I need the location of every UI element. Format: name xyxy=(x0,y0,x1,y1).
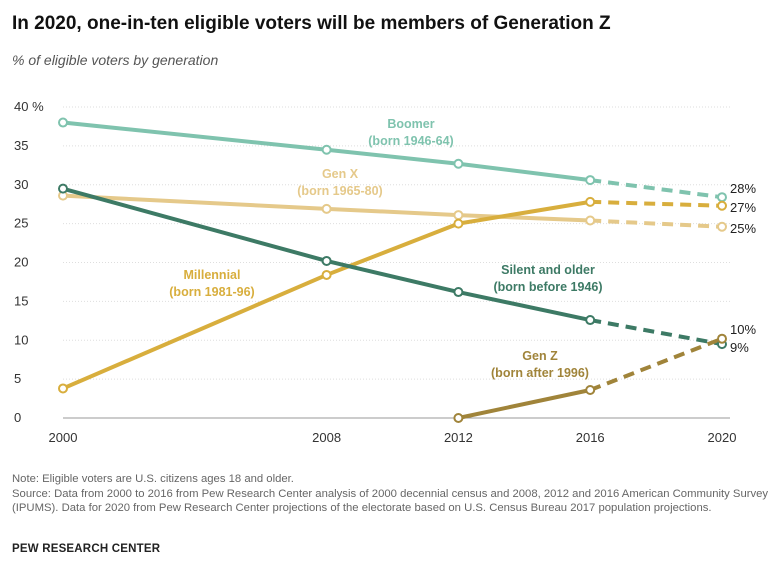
series-labels: Boomer (born 1946-64) 28% Gen X (born 1965-8… xyxy=(169,117,756,380)
x-tick-label: 2008 xyxy=(312,430,341,445)
data-point-millennial xyxy=(585,196,596,207)
data-point-silent xyxy=(321,255,332,266)
series-label-line: (born 1965-80) xyxy=(297,184,382,198)
series-projection-boomer xyxy=(589,178,723,200)
data-point-genz xyxy=(453,413,464,423)
series-projection-millennial xyxy=(590,199,723,208)
gridlines xyxy=(63,106,730,419)
x-tick-label: 2012 xyxy=(444,430,473,445)
chart-title: In 2020, one-in-ten eligible voters will… xyxy=(12,13,611,34)
y-tick-label: 25 xyxy=(14,216,28,231)
data-point-boomer xyxy=(321,144,332,155)
series-label-line: Millennial xyxy=(184,268,241,282)
data-point-genx xyxy=(321,203,332,214)
series-label-line: (born after 1996) xyxy=(491,366,589,380)
data-point-boomer xyxy=(453,158,464,169)
data-point-genz xyxy=(585,385,596,396)
data-point-millennial xyxy=(717,200,727,211)
series-label-line: (born 1946-64) xyxy=(368,134,453,148)
credit: PEW RESEARCH CENTER xyxy=(12,543,161,555)
x-tick-label: 2000 xyxy=(49,430,78,445)
series-projection-silent xyxy=(589,318,723,347)
y-tick-label: 30 xyxy=(14,177,28,192)
end-value-label-genx: 25% xyxy=(730,221,756,236)
series-label-line: Boomer xyxy=(387,117,434,131)
y-tick-label: 15 xyxy=(14,293,28,308)
data-point-genz xyxy=(717,333,727,344)
notes: Note: Eligible voters are U.S. citizens … xyxy=(12,472,772,516)
series-lines xyxy=(61,120,723,420)
series-label-silent: Silent and older (born before 1946) xyxy=(493,263,602,294)
series-label-line: (born 1981-96) xyxy=(169,285,254,299)
source-text: Source: Data from 2000 to 2016 from Pew … xyxy=(12,487,769,515)
series-line-genz xyxy=(456,388,593,420)
y-tick-label: 10 xyxy=(14,332,28,347)
end-value-label-silent: 9% xyxy=(730,340,749,355)
data-point-genx xyxy=(585,215,596,226)
data-point-boomer xyxy=(58,117,68,128)
data-point-millennial xyxy=(453,218,464,229)
note-text: Note: Eligible voters are U.S. citizens … xyxy=(12,473,294,485)
series-label-line: Gen Z xyxy=(522,349,558,363)
series-projection-genz xyxy=(589,336,723,392)
y-tick-label: 40 % xyxy=(14,99,44,114)
end-value-label-genz: 10% xyxy=(730,322,756,337)
series-line-boomer xyxy=(61,120,593,183)
data-point-millennial xyxy=(58,383,68,394)
series-projection-genx xyxy=(590,218,723,229)
end-value-label-boomer: 28% xyxy=(730,181,756,196)
y-tick-label: 20 xyxy=(14,255,28,270)
y-tick-label: 0 xyxy=(14,410,21,425)
series-label-boomer: Boomer (born 1946-64) xyxy=(368,117,453,148)
data-point-silent xyxy=(58,183,68,194)
series-line-silent xyxy=(61,186,593,323)
data-point-silent xyxy=(453,287,464,298)
y-tick-label: 35 xyxy=(14,138,28,153)
data-point-millennial xyxy=(321,269,332,280)
data-point-silent xyxy=(585,315,596,326)
x-tick-label: 2020 xyxy=(708,430,737,445)
series-label-line: Gen X xyxy=(322,167,359,181)
data-point-genx xyxy=(717,221,727,232)
series-points xyxy=(58,117,727,423)
series-label-genz: Gen Z (born after 1996) xyxy=(491,349,589,380)
data-point-genx xyxy=(453,210,464,221)
data-point-boomer xyxy=(717,192,727,203)
x-tick-label: 2016 xyxy=(576,430,605,445)
data-point-boomer xyxy=(585,175,596,186)
series-line-millennial xyxy=(61,199,593,391)
series-label-genx: Gen X (born 1965-80) xyxy=(297,167,382,198)
y-tick-label: 5 xyxy=(14,371,21,386)
series-line-genx xyxy=(61,193,593,223)
series-label-line: Silent and older xyxy=(501,263,595,277)
y-axis-ticks: 0 5 10 15 20 25 30 35 40 % xyxy=(14,99,44,425)
end-value-label-millennial: 27% xyxy=(730,200,756,215)
series-label-millennial: Millennial (born 1981-96) xyxy=(169,268,254,299)
chart-subtitle: % of eligible voters by generation xyxy=(12,52,219,68)
x-axis-ticks: 2000 2008 2012 2016 2020 xyxy=(49,430,737,445)
series-label-line: (born before 1946) xyxy=(493,280,602,294)
